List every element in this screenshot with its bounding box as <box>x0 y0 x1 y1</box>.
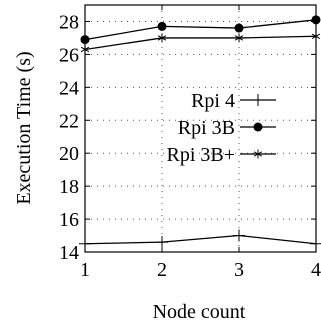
data-point <box>311 15 321 25</box>
legend-marker <box>253 149 263 159</box>
x-axis-label: Node count <box>153 301 246 323</box>
series-rpi-4 <box>79 229 321 250</box>
y-tick-label: 14 <box>59 242 79 264</box>
y-tick-label: 20 <box>59 143 79 165</box>
data-point <box>157 33 167 43</box>
legend-label: Rpi 3B <box>178 117 235 139</box>
x-tick-label: 1 <box>80 259 90 281</box>
data-point <box>157 21 167 31</box>
x-tick-label: 2 <box>157 259 167 281</box>
data-point <box>234 23 244 33</box>
axis-ticks: 1 2 3 4 14 16 18 20 22 24 26 28 <box>59 5 321 281</box>
x-tick-label: 4 <box>311 259 321 281</box>
data-point <box>79 237 91 250</box>
series-rpi-3b <box>80 15 321 45</box>
y-tick-label: 26 <box>59 44 79 66</box>
legend-label: Rpi 3B+ <box>166 144 235 166</box>
series-line <box>84 19 317 41</box>
legend: Rpi 4 Rpi 3B Rpi 3B+ <box>166 90 276 166</box>
x-tick-label: 3 <box>234 259 244 281</box>
series-rpi-3b- <box>80 31 321 54</box>
y-tick-label: 28 <box>59 11 79 33</box>
data-point <box>311 31 321 41</box>
data-point <box>156 236 168 249</box>
y-tick-label: 16 <box>59 209 79 231</box>
plot-frame <box>84 4 317 253</box>
data-point <box>310 237 321 250</box>
data-point <box>80 35 90 45</box>
series-layer <box>79 15 321 250</box>
data-point <box>80 44 90 54</box>
legend-marker <box>252 94 264 106</box>
data-point <box>233 229 245 242</box>
series-line <box>84 234 317 245</box>
y-tick-label: 18 <box>59 176 79 198</box>
y-tick-label: 24 <box>59 77 79 99</box>
series-line <box>84 35 317 51</box>
legend-marker <box>253 122 263 132</box>
y-axis-label: Execution Time (s) <box>13 51 35 204</box>
data-point <box>234 33 244 43</box>
legend-label: Rpi 4 <box>191 90 235 112</box>
y-tick-label: 22 <box>59 110 79 132</box>
